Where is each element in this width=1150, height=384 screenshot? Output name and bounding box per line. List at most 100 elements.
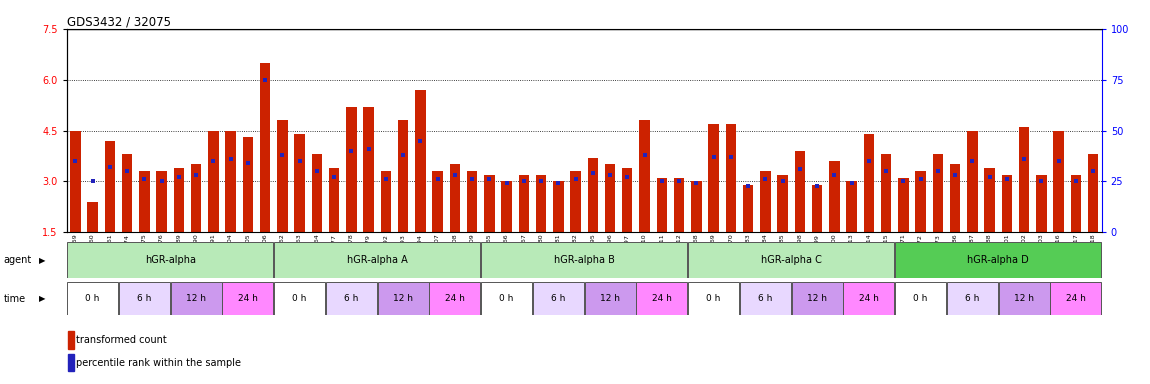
Point (964, 158, 982, 164)
Bar (532, 282, 584, 315)
Point (757, 176, 775, 182)
Point (704, 154, 723, 160)
Bar (1019, 127, 1029, 232)
Text: 6 h: 6 h (344, 294, 359, 303)
Bar (70, 131, 80, 232)
Point (601, 172, 620, 179)
Text: hGR-alpha C: hGR-alpha C (761, 255, 821, 265)
Point (550, 180, 568, 187)
Text: hGR-alpha B: hGR-alpha B (554, 255, 614, 265)
Point (515, 178, 534, 185)
Bar (743, 185, 753, 232)
Bar (605, 164, 615, 232)
Point (377, 176, 396, 182)
Point (895, 178, 913, 185)
Text: GDS3432 / 32075: GDS3432 / 32075 (67, 15, 170, 28)
Point (274, 152, 292, 158)
Bar (225, 131, 236, 232)
Bar (795, 151, 805, 232)
Point (359, 146, 377, 152)
Bar (829, 161, 840, 232)
Bar (674, 178, 684, 232)
Bar (895, 282, 946, 315)
Point (239, 160, 258, 166)
Point (1084, 168, 1103, 174)
Bar (432, 171, 443, 232)
Text: percentile rank within the sample: percentile rank within the sample (76, 358, 242, 368)
Point (669, 178, 688, 185)
Bar (1071, 175, 1081, 232)
Point (1067, 178, 1086, 185)
Bar (481, 242, 688, 278)
Text: 0 h: 0 h (913, 294, 928, 303)
Point (1033, 178, 1051, 185)
Bar (636, 282, 688, 315)
Bar (1050, 282, 1102, 315)
Bar (467, 171, 477, 232)
Point (774, 178, 792, 185)
Text: 12 h: 12 h (1014, 294, 1034, 303)
Point (929, 168, 948, 174)
Bar (191, 164, 201, 232)
Bar (536, 175, 546, 232)
Bar (294, 134, 305, 232)
Text: 6 h: 6 h (551, 294, 566, 303)
Bar (739, 282, 791, 315)
Bar (657, 178, 667, 232)
Bar (69, 331, 74, 349)
Point (84, 178, 101, 185)
Point (980, 174, 998, 180)
Point (393, 152, 412, 158)
Text: hGR-alpha D: hGR-alpha D (967, 255, 1029, 265)
Bar (398, 121, 408, 232)
Bar (950, 164, 960, 232)
Bar (87, 202, 98, 232)
Bar (946, 282, 998, 315)
Bar (708, 124, 719, 232)
Point (739, 182, 758, 189)
Bar (588, 158, 598, 232)
Bar (898, 178, 908, 232)
Bar (429, 282, 481, 315)
Bar (843, 282, 895, 315)
Text: 24 h: 24 h (1066, 294, 1086, 303)
Bar (139, 171, 150, 232)
Bar (377, 282, 429, 315)
Bar (67, 282, 118, 315)
Bar (243, 137, 253, 232)
Bar (481, 282, 532, 315)
Bar (208, 131, 218, 232)
Bar (450, 164, 460, 232)
Point (842, 180, 860, 187)
Text: 6 h: 6 h (965, 294, 980, 303)
Text: 24 h: 24 h (445, 294, 465, 303)
Point (584, 170, 603, 176)
Text: transformed count: transformed count (76, 335, 167, 345)
Bar (1036, 175, 1046, 232)
Bar (260, 63, 270, 232)
Bar (329, 168, 339, 232)
Text: 6 h: 6 h (137, 294, 152, 303)
Bar (122, 154, 132, 232)
Point (152, 178, 170, 185)
Bar (325, 282, 377, 315)
Bar (484, 175, 494, 232)
Point (118, 168, 136, 174)
Point (791, 166, 810, 172)
Point (412, 138, 430, 144)
Point (481, 176, 499, 182)
Point (912, 176, 930, 182)
Point (722, 154, 741, 160)
Bar (105, 141, 115, 232)
Bar (777, 175, 788, 232)
Bar (915, 171, 926, 232)
Point (221, 156, 239, 162)
Bar (312, 154, 322, 232)
Text: 12 h: 12 h (186, 294, 206, 303)
Bar (69, 354, 74, 371)
Point (324, 174, 343, 180)
Bar (691, 182, 702, 232)
Point (826, 172, 844, 179)
Text: hGR-alpha: hGR-alpha (145, 255, 196, 265)
Point (205, 158, 223, 164)
